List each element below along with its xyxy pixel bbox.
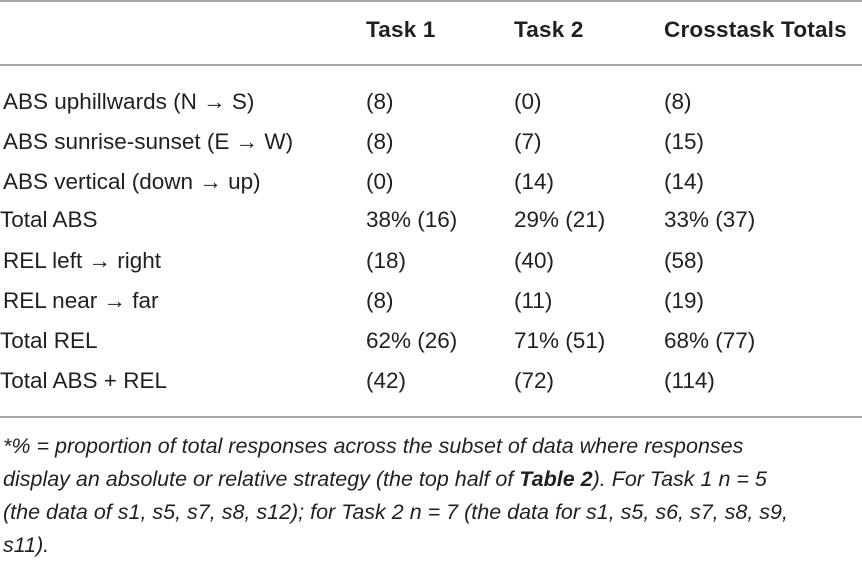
task1-value: (8)	[366, 288, 394, 313]
total-value: (19)	[664, 288, 705, 313]
task1-value: (8)	[366, 89, 394, 114]
footnote-line: display an absolute or relative strategy…	[3, 463, 859, 496]
task2-value: 29% (21)	[514, 207, 606, 232]
row-label: REL left → right	[3, 248, 161, 273]
header-crosstask-totals: Crosstask Totals	[664, 17, 847, 42]
row-label: ABS sunrise-sunset (E → W)	[3, 129, 294, 154]
header-task-2: Task 2	[514, 17, 584, 42]
total-value: (114)	[664, 368, 715, 393]
task1-value: (18)	[366, 248, 407, 273]
total-value: (58)	[664, 248, 705, 273]
task1-value: 62% (26)	[366, 328, 458, 353]
task2-value: 71% (51)	[514, 328, 606, 353]
footnote-text: display an absolute or relative strategy…	[3, 467, 520, 491]
task2-value: (14)	[514, 169, 555, 194]
footnote-line: s11).	[3, 533, 50, 557]
table-row: Total ABS 38% (16) 29% (21) 33% (37)	[0, 200, 862, 240]
table-row: REL left → right (18) (40) (58)	[0, 241, 862, 281]
table-row: ABS sunrise-sunset (E → W) (8) (7) (15)	[0, 122, 862, 162]
footnote-text: ). For Task 1 n = 5	[592, 467, 767, 491]
task2-value: (7)	[514, 129, 542, 154]
total-value: 68% (77)	[664, 328, 756, 353]
task1-value: (8)	[366, 129, 394, 154]
table-row: Total ABS + REL (42) (72) (114)	[0, 361, 862, 401]
table-row: ABS uphillwards (N → S) (8) (0) (8)	[0, 82, 862, 122]
footnote-line: (the data of s1, s5, s7, s8, s12); for T…	[3, 500, 788, 524]
total-value: (8)	[664, 89, 692, 114]
top-rule	[0, 0, 862, 2]
footnote-line: *% = proportion of total responses acros…	[3, 434, 744, 458]
row-label: Total ABS	[0, 207, 98, 232]
task1-value: (0)	[366, 169, 394, 194]
total-value: (15)	[664, 129, 705, 154]
task1-value: 38% (16)	[366, 207, 458, 232]
table-reference-link: Table 2	[519, 467, 593, 491]
header-task-1: Task 1	[366, 17, 436, 42]
task1-value: (42)	[366, 368, 407, 393]
row-label: REL near → far	[3, 288, 159, 313]
footer-rule	[0, 416, 862, 418]
task2-value: (0)	[514, 89, 542, 114]
header-rule	[0, 64, 862, 66]
table-row: REL near → far (8) (11) (19)	[0, 281, 862, 321]
task2-value: (11)	[514, 288, 553, 313]
total-value: 33% (37)	[664, 207, 756, 232]
row-label: Total ABS + REL	[0, 368, 167, 393]
task2-value: (72)	[514, 368, 555, 393]
row-label: ABS vertical (down → up)	[3, 169, 261, 194]
table-footnote: *% = proportion of total responses acros…	[3, 430, 859, 562]
row-label: Total REL	[0, 328, 98, 353]
total-value: (14)	[664, 169, 705, 194]
table-row: Total REL 62% (26) 71% (51) 68% (77)	[0, 321, 862, 361]
row-label: ABS uphillwards (N → S)	[3, 89, 255, 114]
table-row: ABS vertical (down → up) (0) (14) (14)	[0, 162, 862, 202]
task2-value: (40)	[514, 248, 555, 273]
